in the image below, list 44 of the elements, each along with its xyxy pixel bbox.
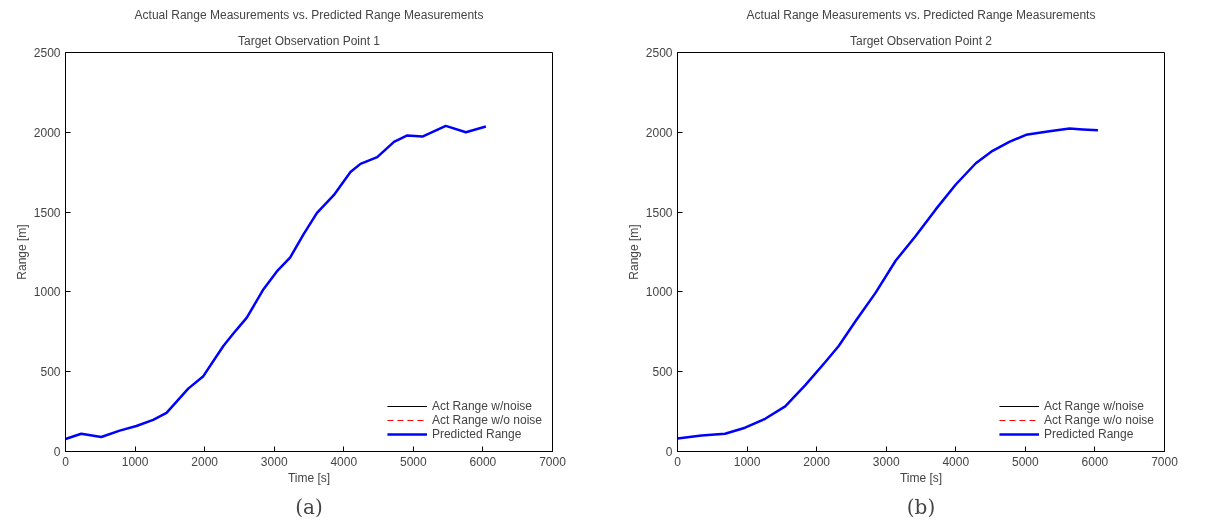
y-tick-label: 1000 <box>33 285 61 300</box>
text: (a) <box>295 494 323 519</box>
chart-subtitle: Target Observation Point 1 <box>237 33 381 48</box>
x-tick-label: 1000 <box>733 454 761 469</box>
x-tick-label: 7000 <box>1151 454 1179 469</box>
line-series <box>65 124 488 441</box>
x-tick-label: 3000 <box>872 454 900 469</box>
y-tick-label: 1000 <box>645 285 673 300</box>
x-tick-label: 6000 <box>469 454 497 469</box>
x-tick-label: 5000 <box>1012 454 1040 469</box>
x-tick-label: 4000 <box>330 454 358 469</box>
x-tick-label: 3000 <box>260 454 288 469</box>
x-axis-title: Time [s] <box>287 470 331 485</box>
legend-label: Predicted Range <box>431 427 522 441</box>
legend-label: Act Range w/noise <box>1043 399 1144 413</box>
chart-title: Actual Range Measurements vs. Predicted Range Measurements <box>134 7 484 22</box>
y-tick-label: 2000 <box>645 125 673 140</box>
x-tick-label: 2000 <box>191 454 219 469</box>
line-series <box>677 127 1100 440</box>
legend-label: Act Range w/noise <box>431 399 532 413</box>
x-tick-label: 5000 <box>400 454 428 469</box>
y-tick-label: 2000 <box>33 125 61 140</box>
text: (b) <box>906 494 936 519</box>
x-tick-label: 6000 <box>1081 454 1109 469</box>
x-tick-label: 1000 <box>121 454 149 469</box>
legend-label: Predicted Range <box>1043 427 1134 441</box>
x-tick-label: 4000 <box>942 454 970 469</box>
y-tick-label: 500 <box>652 365 673 380</box>
chart-title: Actual Range Measurements vs. Predicted Range Measurements <box>746 7 1096 22</box>
y-tick-label: 0 <box>53 445 61 459</box>
y-axis-title: Range [m] <box>626 224 641 280</box>
y-tick-label: 1500 <box>645 205 673 220</box>
x-tick-label: 2000 <box>803 454 831 469</box>
x-axis-title: Time [s] <box>899 470 943 485</box>
chart-subtitle: Target Observation Point 2 <box>849 33 993 48</box>
y-tick-label: 500 <box>40 365 61 380</box>
y-tick-label: 0 <box>665 445 673 459</box>
x-tick-label: 7000 <box>539 454 567 469</box>
y-axis-title: Range [m] <box>14 224 29 280</box>
y-tick-label: 2500 <box>33 46 61 60</box>
legend-label: Act Range w/o noise <box>431 413 542 427</box>
y-tick-label: 2500 <box>645 46 673 60</box>
legend-label: Act Range w/o noise <box>1043 413 1154 427</box>
y-tick-label: 1500 <box>33 205 61 220</box>
